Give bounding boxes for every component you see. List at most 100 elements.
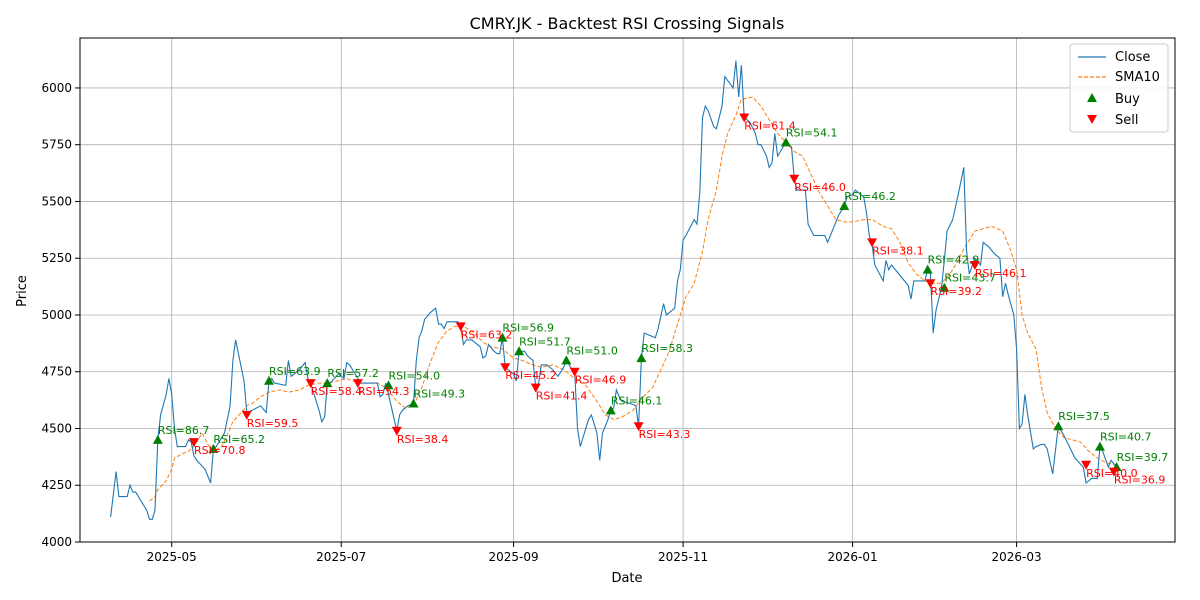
sell-annotation: RSI=46.1 [975, 267, 1027, 280]
close-series [110, 60, 1118, 520]
sell-marker [1081, 460, 1092, 470]
sell-marker [569, 367, 580, 377]
buy-annotation: RSI=51.7 [519, 335, 571, 348]
buy-annotation: RSI=37.5 [1058, 410, 1110, 423]
sell-marker [188, 438, 199, 448]
buy-annotation: RSI=54.0 [388, 369, 440, 382]
sell-annotation: RSI=41.4 [536, 390, 588, 403]
x-tick-label: 2026-01 [828, 550, 878, 564]
buy-annotation: RSI=57.2 [327, 367, 379, 380]
buy-annotation: RSI=46.1 [611, 394, 663, 407]
legend-box [1069, 43, 1169, 133]
sell-marker [305, 379, 316, 389]
sell-annotation: RSI=58.4 [311, 385, 363, 398]
x-tick-label: 2025-07 [316, 550, 366, 564]
sell-marker [352, 379, 363, 389]
buy-marker [1094, 441, 1105, 451]
buy-marker [939, 282, 950, 292]
x-axis-label: Date [611, 571, 642, 586]
buy-annotation: RSI=65.2 [213, 433, 265, 446]
y-tick-label: 4250 [41, 478, 72, 492]
buy-marker [383, 380, 394, 390]
buy-annotation: RSI=42.9 [928, 254, 980, 267]
buy-annotation: RSI=40.7 [1100, 431, 1152, 444]
y-tick-label: 4000 [41, 535, 72, 549]
sell-annotation: RSI=38.4 [397, 433, 449, 446]
buy-annotation: RSI=49.3 [414, 388, 466, 401]
y-tick-label: 5750 [41, 138, 72, 152]
y-axis-label: Price [15, 275, 30, 307]
sell-marker [925, 279, 936, 289]
y-tick-label: 4500 [41, 421, 72, 435]
y-tick-label: 5250 [41, 251, 72, 265]
x-tick-label: 2026-03 [992, 550, 1042, 564]
legend-close-label: Close [1115, 50, 1150, 65]
buy-marker [497, 332, 508, 342]
buy-marker [839, 201, 850, 210]
buy-marker [322, 378, 333, 388]
sell-marker [633, 422, 644, 432]
legend-sell-label: Sell [1115, 113, 1138, 128]
sell-annotation: RSI=46.9 [575, 374, 627, 387]
sell-marker [500, 363, 511, 373]
sell-annotation: RSI=39.2 [930, 285, 982, 298]
y-axis: 4000 4250 4500 4750 5000 5250 5500 5750 6000 [41, 81, 80, 549]
buy-annotation: RSI=54.1 [786, 126, 838, 139]
sell-annotation: RSI=63.2 [461, 328, 513, 341]
sell-marker [867, 238, 878, 248]
x-tick-label: 2025-11 [658, 550, 708, 564]
buy-annotation: RSI=58.3 [641, 342, 693, 355]
legend-buy-label: Buy [1115, 92, 1140, 107]
buy-marker [263, 375, 274, 385]
legend-buy-marker [1087, 93, 1097, 102]
close-line [110, 60, 1118, 520]
sell-annotation: RSI=45.2 [505, 369, 557, 382]
sell-annotation: RSI=59.5 [247, 417, 299, 430]
buy-marker [208, 443, 219, 453]
buy-annotation: RSI=39.7 [1117, 451, 1169, 464]
y-tick-label: 5000 [41, 308, 72, 322]
sell-marker [1108, 467, 1119, 477]
sell-annotation: RSI=61.4 [744, 119, 796, 132]
sell-annotation: RSI=54.3 [358, 385, 410, 398]
y-tick-label: 4750 [41, 365, 72, 379]
sell-annotation: RSI=40.0 [1086, 467, 1138, 480]
buy-marker [408, 398, 419, 408]
legend-sell-marker [1087, 115, 1097, 124]
x-tick-label: 2025-09 [488, 550, 538, 564]
sell-marker [241, 410, 252, 420]
buy-annotation: RSI=51.0 [566, 344, 618, 357]
x-axis: 2025-05 2025-07 2025-09 2025-11 2026-01 2026-… [147, 542, 1042, 564]
legend: Close SMA10 Buy Sell [1069, 43, 1169, 133]
buy-marker [605, 405, 616, 415]
sell-annotation: RSI=43.3 [639, 428, 691, 441]
buy-marker [152, 434, 163, 444]
plot-background [80, 38, 1175, 542]
buy-marker [561, 355, 572, 365]
buy-marker [780, 137, 791, 147]
sell-marker [391, 426, 402, 436]
buy-marker [922, 264, 933, 274]
legend-sma10-label: SMA10 [1115, 70, 1160, 85]
sell-marker [455, 322, 466, 332]
plot-frame [79, 37, 1176, 543]
x-tick-label: 2025-05 [147, 550, 197, 564]
sell-marker [739, 113, 750, 123]
y-tick-label: 5500 [41, 194, 72, 208]
chart-title: CMRY.JK - Backtest RSI Crossing Signals [470, 14, 785, 33]
buy-annotation: RSI=43.7 [944, 272, 996, 285]
buy-annotation: RSI=63.9 [269, 365, 321, 378]
sell-annotation: RSI=38.1 [872, 244, 924, 257]
sell-marker [789, 174, 800, 184]
buy-marker [514, 346, 525, 356]
sell-annotation: RSI=36.9 [1114, 474, 1166, 487]
sell-marker [969, 261, 980, 271]
buy-marker [636, 353, 647, 363]
buy-annotation: RSI=86.7 [158, 424, 210, 437]
sell-annotation: RSI=46.0 [794, 181, 846, 194]
grid [80, 38, 1175, 543]
